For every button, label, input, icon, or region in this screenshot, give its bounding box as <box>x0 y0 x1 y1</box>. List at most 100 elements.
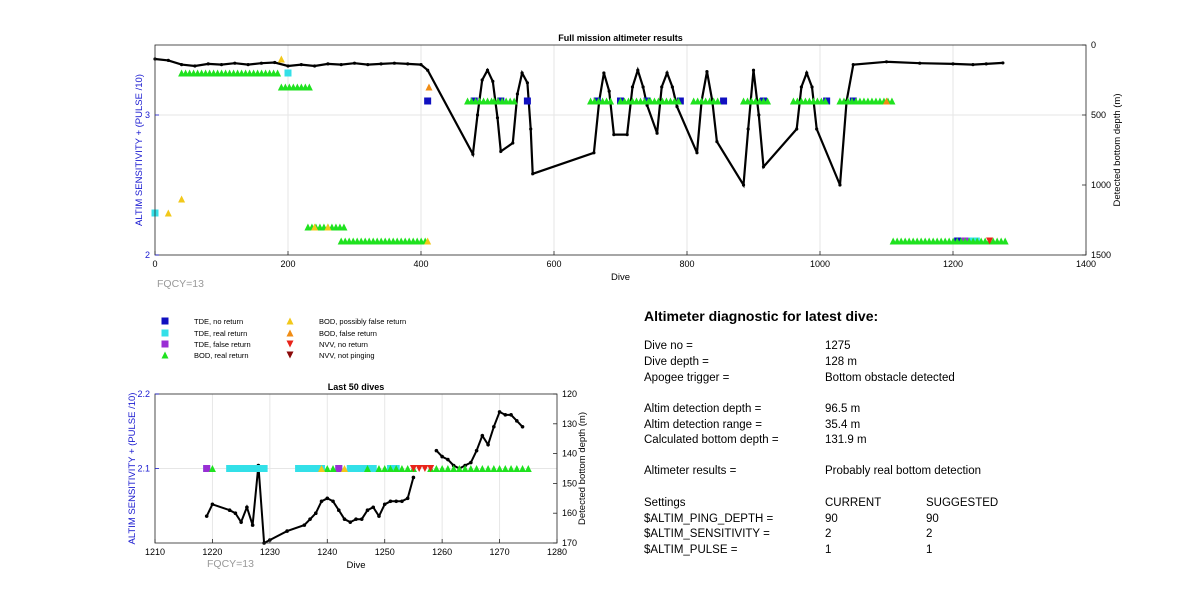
main-series-detected-bottom-depth-point <box>180 63 184 67</box>
main-xtick-label: 200 <box>280 259 295 269</box>
main-series-detected-bottom-depth-point <box>406 62 410 66</box>
diag-value-apogee-trigger: Bottom obstacle detected <box>825 372 955 384</box>
main-series-detected-bottom-depth-point <box>326 62 330 66</box>
small-xtick-label: 1210 <box>145 547 165 557</box>
main-series-detected-bottom-depth-point <box>495 116 500 120</box>
main-series-bod-false-return-marker <box>883 97 890 105</box>
main-plot-area <box>155 45 1086 255</box>
small-series-tde-real-return-marker <box>295 465 303 472</box>
small-series-detected-bottom-depth-point <box>204 514 209 518</box>
small-series-detected-bottom-depth-point <box>509 413 513 417</box>
main-series-detected-bottom-depth-point <box>805 71 809 75</box>
diag-label-calculated-bottom-depth: Calculated bottom depth = <box>644 434 779 446</box>
main-series-bod-real-return-marker <box>821 97 829 105</box>
diag-label-dive-depth: Dive depth = <box>644 356 709 368</box>
main-series-detected-bottom-depth-point <box>851 63 855 67</box>
small-series-detected-bottom-depth-point <box>440 454 444 459</box>
small-ytick-label: 2.1 <box>137 464 150 474</box>
small-y2-axis-label: Detected bottom depth (m) <box>577 412 588 525</box>
main-series-bod-real-return-marker <box>764 97 772 105</box>
setting-label-ping-depth: $ALTIM_PING_DEPTH = <box>644 513 774 525</box>
small-series-detected-bottom-depth-point <box>480 433 485 438</box>
main-y-axis-label: ALTIM SENSITIVITY + (PULSE /10) <box>134 74 145 226</box>
small-series-bod-real-return-marker <box>501 465 509 472</box>
main-series-nvv-no-return-marker <box>986 237 994 245</box>
small-series-detected-bottom-depth-point <box>492 424 496 429</box>
main-series-bod-real-return-marker <box>607 97 615 105</box>
main-series-detected-bottom-depth-point <box>219 63 224 67</box>
legend-label: BOD, real return <box>194 351 249 360</box>
setting-current-pulse: 1 <box>825 544 832 556</box>
main-series-detected-bottom-depth-point <box>426 68 430 72</box>
main-xtick-label: 1400 <box>1076 259 1096 269</box>
small-xtick-label: 1230 <box>260 547 280 557</box>
main-series-detected-bottom-depth-point <box>761 165 766 169</box>
diag-value-altim-detection-depth: 96.5 m <box>825 403 861 415</box>
small-series-tde-false-return-marker <box>203 465 211 472</box>
legend-label: TDE, real return <box>194 329 247 338</box>
main-series-tde-no-return-marker <box>523 97 531 105</box>
small-series-bod-real-return-marker <box>444 465 452 472</box>
small-series-bod-possibly-false-return-marker <box>318 465 326 472</box>
main-series-detected-bottom-depth-point <box>715 140 719 144</box>
settings-header: Settings <box>644 497 686 509</box>
main-series-detected-bottom-depth-point <box>655 131 659 135</box>
diag-value-altim-detection-range: 35.4 m <box>825 419 861 431</box>
legend-marker-nvv-no-return <box>286 340 294 348</box>
small-series-detected-bottom-depth-point <box>405 496 410 501</box>
small-series-detected-bottom-depth-point <box>210 502 215 507</box>
small-xtick-label: 1260 <box>432 547 452 557</box>
main-y2tick-label: 1500 <box>1091 250 1111 260</box>
main-y2-axis-label: Detected bottom depth (m) <box>1112 94 1123 207</box>
main-series-bod-real-return-marker <box>510 97 518 105</box>
main-series-detected-bottom-depth-point <box>815 127 819 131</box>
main-series-detected-bottom-depth-point <box>984 62 988 66</box>
small-series-nvv-no-return-marker <box>421 465 429 472</box>
small-series-detected-bottom-depth-point <box>359 517 364 521</box>
setting-current-sensitivity: 2 <box>825 528 832 540</box>
small-series-detected-bottom-depth-point <box>336 508 341 513</box>
small-series-detected-bottom-depth-point <box>434 448 439 453</box>
main-series-detected-bottom-depth-point <box>499 149 503 153</box>
small-series-tde-real-return-marker <box>312 465 320 472</box>
main-fqcy-annotation: FQCY=13 <box>157 278 204 290</box>
main-series-detected-bottom-depth-point <box>751 68 756 72</box>
small-series-detected-bottom-depth-point <box>371 505 376 510</box>
small-series-detected-bottom-depth-point <box>446 457 450 462</box>
main-series-detected-bottom-depth-point <box>485 68 490 72</box>
main-series-detected-bottom-depth-point <box>810 85 814 89</box>
small-series-bod-real-return-marker <box>323 465 331 472</box>
main-series-detected-bottom-depth-point <box>166 58 170 63</box>
setting-suggested-ping-depth: 90 <box>926 513 939 525</box>
small-series-detected-bottom-depth-point <box>394 499 399 504</box>
main-series-tde-no-return-marker <box>720 97 728 105</box>
main-series-detected-bottom-depth-point <box>695 151 699 155</box>
main-series-detected-bottom-depth-point <box>741 183 746 187</box>
main-series-bod-real-return-marker <box>674 97 682 105</box>
small-series-tde-real-return-marker <box>231 465 239 472</box>
setting-suggested-pulse: 1 <box>926 544 933 556</box>
small-series-tde-real-return-marker <box>243 465 251 472</box>
main-series-bod-possibly-false-return-marker <box>164 209 172 217</box>
main-series-detected-bottom-depth-point <box>641 85 645 89</box>
main-y2tick-label: 1000 <box>1091 180 1111 190</box>
small-y2tick-label: 170 <box>562 538 577 548</box>
main-series-detected-bottom-depth-point <box>630 85 635 89</box>
small-series-detected-bottom-depth-point <box>486 442 490 447</box>
small-x-axis-label: Dive <box>346 560 365 571</box>
main-series-detected-bottom-depth-point <box>951 62 955 66</box>
diag-label-dive-no: Dive no = <box>644 340 693 352</box>
main-series-detected-bottom-depth-point <box>607 89 611 93</box>
main-series-detected-bottom-depth-point <box>511 141 515 145</box>
small-series-tde-real-return-marker <box>369 465 377 472</box>
small-y2tick-label: 120 <box>562 389 577 399</box>
small-series-tde-real-return-marker <box>300 465 308 472</box>
main-series-detected-bottom-depth-point <box>746 127 750 131</box>
small-series-detected-bottom-depth-point <box>302 523 307 527</box>
main-series-bod-possibly-false-return-marker <box>311 223 319 231</box>
small-series-detected-bottom-depth-point <box>331 499 335 504</box>
main-xtick-label: 1000 <box>810 259 830 269</box>
small-series-bod-real-return-marker <box>432 465 440 472</box>
small-series-detected-bottom-depth-point <box>227 508 232 513</box>
main-y2tick-label: 0 <box>1091 40 1096 50</box>
